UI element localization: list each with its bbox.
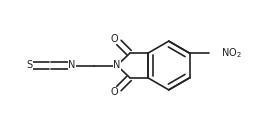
- Text: NO$_2$: NO$_2$: [221, 46, 241, 60]
- Text: N: N: [68, 61, 76, 70]
- Text: N: N: [113, 61, 121, 70]
- Text: S: S: [27, 61, 33, 70]
- Text: O: O: [111, 34, 118, 44]
- Text: O: O: [111, 87, 118, 97]
